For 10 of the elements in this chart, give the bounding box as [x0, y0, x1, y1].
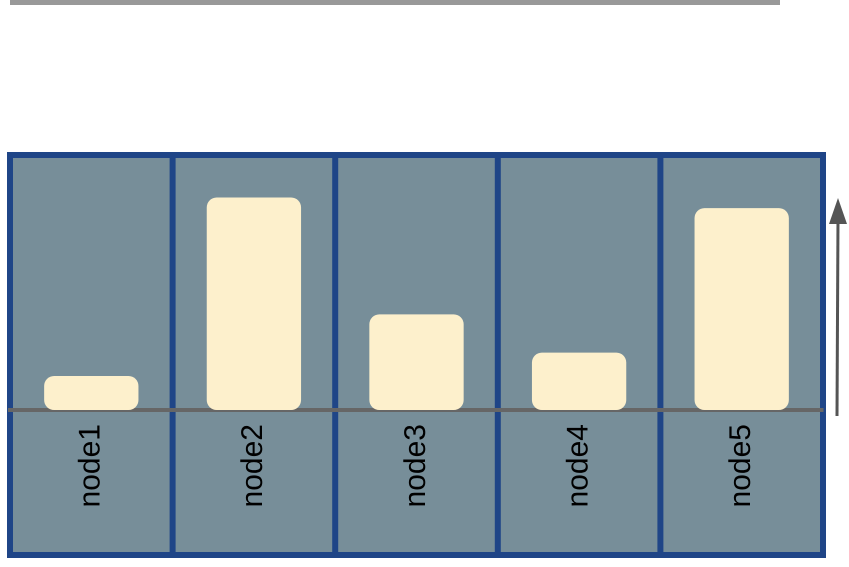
bar	[369, 314, 464, 410]
x-tick-label: node5	[724, 424, 757, 508]
bar	[206, 198, 302, 410]
x-tick-label: node2	[236, 424, 270, 508]
bar	[44, 376, 138, 410]
x-tick-label: node3	[398, 424, 432, 508]
bar	[532, 352, 626, 410]
bar	[694, 208, 789, 410]
x-tick-label: node1	[74, 424, 107, 508]
x-tick-label: node4	[561, 424, 594, 508]
